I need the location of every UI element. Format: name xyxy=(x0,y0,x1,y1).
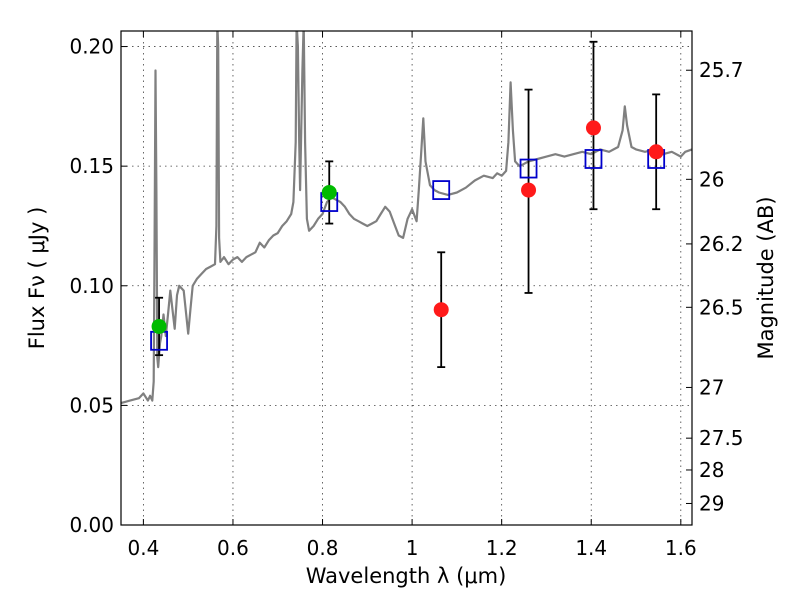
green-data-point xyxy=(151,318,167,334)
ticks: 0.4 0.6 0.8 1 1.2 1.4 1.6 0.00 0.05 0.10 0.15 0.20 2… xyxy=(69,31,744,560)
x-tick-label: 0.8 xyxy=(307,536,339,560)
right-tick-label: 27.5 xyxy=(699,426,744,450)
y-tick-label: 0.05 xyxy=(69,393,114,417)
x-tick-label: 0.6 xyxy=(217,536,249,560)
x-tick-label: 1.6 xyxy=(665,536,697,560)
right-tick-label: 27 xyxy=(699,375,724,399)
red-data-point xyxy=(521,182,537,198)
model-square xyxy=(584,149,603,169)
x-tick-label: 1 xyxy=(406,536,419,560)
x-tick-label: 1.4 xyxy=(575,536,607,560)
x-axis-label: Wavelength λ (μm) xyxy=(306,564,507,588)
marker-layer xyxy=(150,40,666,369)
x-tick-label: 0.4 xyxy=(127,536,159,560)
y-tick-label: 0.15 xyxy=(69,154,114,178)
y-axis-label: Flux Fν ( μJy ) xyxy=(25,207,49,350)
right-tick-label: 29 xyxy=(699,491,724,515)
red-data-point xyxy=(648,144,664,160)
right-tick-label: 28 xyxy=(699,458,724,482)
spectrum-line xyxy=(121,31,692,405)
plot-frame xyxy=(120,30,693,526)
model-square xyxy=(432,180,451,200)
y-tick-label: 0.10 xyxy=(69,274,114,298)
y-tick-label: 0.00 xyxy=(69,513,114,537)
x-tick-label: 1.2 xyxy=(486,536,518,560)
green-data-point xyxy=(321,184,337,200)
grid xyxy=(121,31,692,526)
red-data-point xyxy=(585,120,601,136)
right-tick-label: 25.7 xyxy=(699,58,744,82)
red-data-point xyxy=(433,302,449,318)
right-tick-label: 26 xyxy=(699,167,724,191)
y-axis-right-label: Magnitude (AB) xyxy=(754,196,778,359)
right-tick-label: 26.2 xyxy=(699,232,744,256)
spectrum-layer xyxy=(121,31,692,405)
right-tick-label: 26.5 xyxy=(699,295,744,319)
model-square xyxy=(519,158,538,179)
y-tick-label: 0.20 xyxy=(69,35,114,59)
